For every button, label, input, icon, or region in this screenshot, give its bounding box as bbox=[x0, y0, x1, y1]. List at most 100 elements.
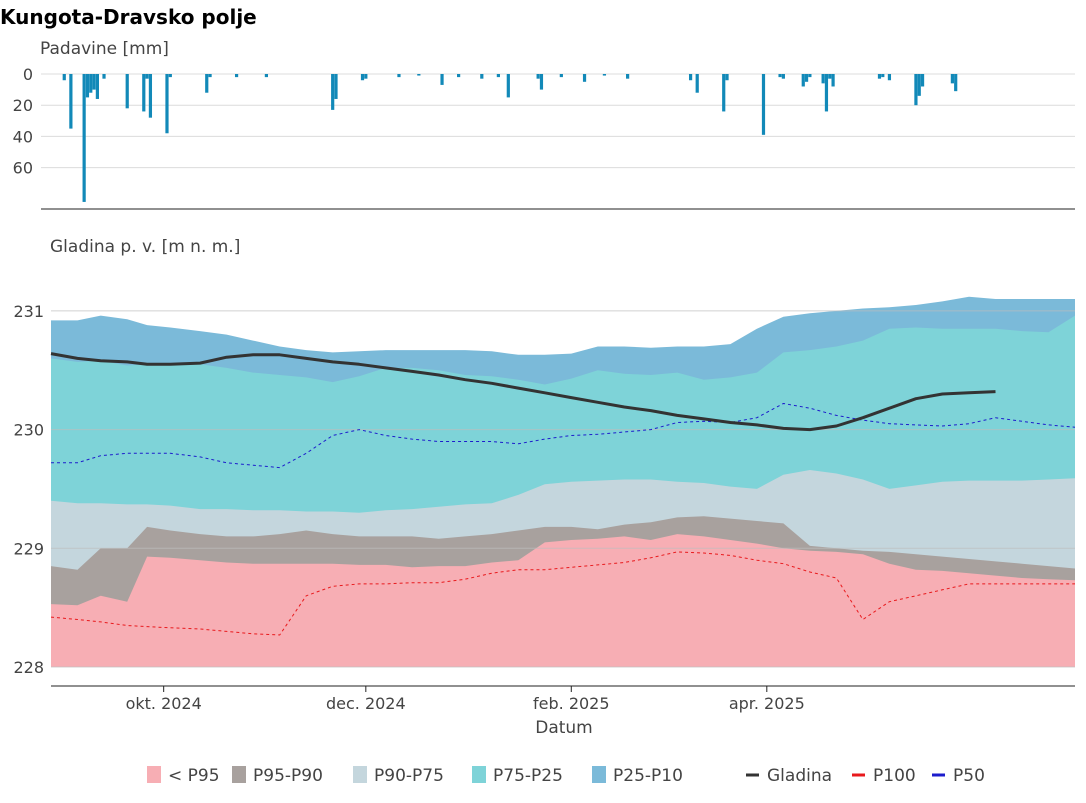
percentile-bands bbox=[51, 296, 1075, 667]
x-tick-label: apr. 2025 bbox=[729, 694, 805, 713]
precip-bar bbox=[440, 74, 444, 85]
legend-label: P25-P10 bbox=[613, 766, 683, 786]
legend-item[interactable]: Gladina bbox=[746, 766, 832, 786]
precip-tick-label: 40 bbox=[13, 127, 33, 146]
legend-item[interactable]: P100 bbox=[852, 766, 916, 786]
legend-swatch bbox=[147, 766, 161, 783]
legend-label: P50 bbox=[953, 766, 985, 786]
legend-item[interactable]: P90-P75 bbox=[353, 766, 444, 786]
legend: < P95 P95-P90 P90-P75 P75-P25 P25-P10 Gladina… bbox=[147, 766, 985, 786]
legend-item[interactable]: P50 bbox=[932, 766, 985, 786]
precip-bar bbox=[877, 74, 882, 79]
precip-bar bbox=[536, 74, 540, 79]
precip-bar bbox=[824, 74, 829, 112]
precip-axis-title: Padavine [mm] bbox=[40, 39, 169, 59]
precip-bar bbox=[360, 74, 365, 81]
precip-bar bbox=[881, 74, 885, 78]
precip-bar bbox=[125, 74, 129, 109]
precip-bar bbox=[626, 74, 630, 79]
x-tick-label: okt. 2024 bbox=[126, 694, 202, 713]
precip-bar bbox=[761, 74, 766, 135]
legend-swatch bbox=[592, 766, 606, 783]
precip-bar bbox=[781, 74, 785, 79]
precip-bar bbox=[778, 74, 782, 78]
precip-bar bbox=[887, 74, 892, 81]
precip-bar bbox=[808, 74, 812, 78]
precip-bar bbox=[695, 74, 699, 93]
legend-label: P90-P75 bbox=[374, 766, 444, 786]
precip-bar bbox=[725, 74, 729, 81]
precip-bar bbox=[208, 74, 212, 78]
precip-bar bbox=[417, 74, 421, 76]
precip-bar bbox=[688, 74, 693, 81]
precip-bar bbox=[102, 74, 106, 79]
precip-bar bbox=[831, 74, 835, 87]
precip-bar bbox=[168, 74, 172, 78]
precip-panel: Padavine [mm] 0 20 40 60 bbox=[13, 39, 1075, 210]
precip-bar bbox=[85, 74, 90, 98]
line-gladina bbox=[50, 352, 996, 432]
precip-bar bbox=[804, 74, 809, 82]
line-p100 bbox=[50, 551, 1075, 636]
precip-bar bbox=[364, 74, 368, 79]
precip-bar bbox=[539, 74, 544, 90]
precip-grid: 0 20 40 60 bbox=[13, 65, 1075, 178]
legend-item[interactable]: P95-P90 bbox=[232, 766, 323, 786]
precip-bar bbox=[828, 74, 832, 79]
precip-bar bbox=[480, 74, 484, 79]
precip-bar bbox=[722, 74, 726, 112]
legend-label: < P95 bbox=[168, 766, 220, 786]
precip-bar bbox=[62, 74, 66, 81]
level-tick-label: 229 bbox=[13, 539, 44, 558]
precip-bar bbox=[264, 74, 269, 78]
precip-bar bbox=[397, 74, 401, 78]
level-axis-title: Gladina p. v. [m n. m.] bbox=[50, 237, 240, 257]
precip-bar bbox=[457, 74, 461, 78]
precip-tick-label: 20 bbox=[13, 96, 33, 115]
x-tick-label: dec. 2024 bbox=[326, 694, 406, 713]
precip-bar bbox=[954, 74, 958, 92]
legend-label: P75-P25 bbox=[493, 766, 563, 786]
legend-item[interactable]: P25-P10 bbox=[592, 766, 683, 786]
x-ticks: okt. 2024 dec. 2024 feb. 2025 apr. 2025 bbox=[126, 686, 805, 713]
legend-swatch bbox=[232, 766, 246, 783]
precip-tick-label: 60 bbox=[13, 159, 33, 178]
legend-swatch bbox=[353, 766, 367, 783]
precip-bar bbox=[92, 74, 96, 90]
precip-bar bbox=[496, 74, 500, 78]
precip-bar bbox=[920, 74, 925, 87]
precip-bar bbox=[331, 74, 335, 110]
level-grid: 228 229 230 231 bbox=[13, 302, 1075, 677]
level-lines bbox=[50, 352, 1076, 636]
precip-bar bbox=[234, 74, 239, 78]
line-p50 bbox=[51, 403, 1076, 469]
precip-bar bbox=[506, 74, 510, 98]
precip-bar bbox=[821, 74, 825, 84]
legend-label: Gladina bbox=[767, 766, 832, 786]
precip-bar bbox=[917, 74, 921, 96]
precip-bar bbox=[69, 74, 73, 129]
legend-label: P100 bbox=[873, 766, 916, 786]
legend-item[interactable]: < P95 bbox=[147, 766, 220, 786]
band-p95 bbox=[51, 534, 1075, 667]
chart-title: Kungota-Dravsko polje bbox=[0, 5, 257, 29]
precip-bar bbox=[801, 74, 805, 87]
precip-bar bbox=[165, 74, 169, 134]
level-tick-label: 230 bbox=[13, 421, 44, 440]
precip-bar bbox=[950, 74, 954, 84]
level-tick-label: 231 bbox=[13, 302, 44, 321]
legend-item[interactable]: P75-P25 bbox=[472, 766, 563, 786]
precip-bar bbox=[582, 74, 587, 82]
level-tick-label: 228 bbox=[13, 658, 44, 677]
precip-bar bbox=[602, 74, 607, 76]
precip-bar bbox=[334, 74, 338, 99]
precip-bar bbox=[142, 74, 146, 112]
precip-bar bbox=[914, 74, 918, 106]
precip-bar bbox=[89, 74, 93, 93]
precip-bar bbox=[95, 74, 99, 99]
precip-bar bbox=[559, 74, 563, 78]
legend-swatch bbox=[472, 766, 486, 783]
precip-bar bbox=[145, 74, 149, 79]
precip-bars bbox=[62, 74, 958, 202]
